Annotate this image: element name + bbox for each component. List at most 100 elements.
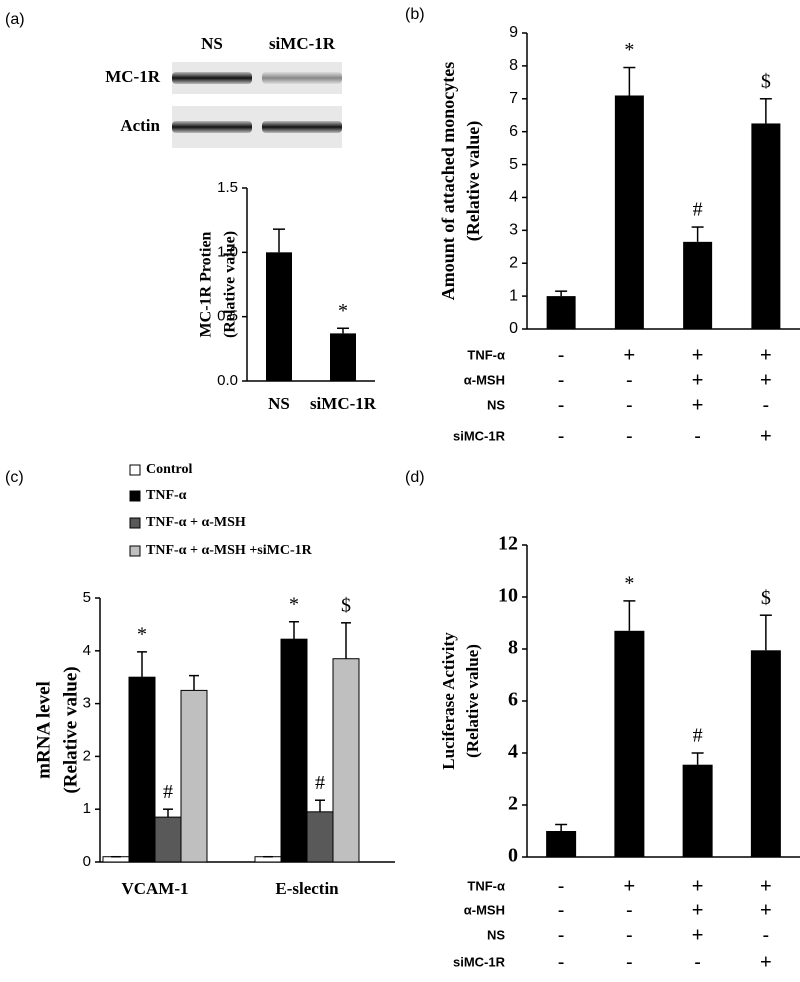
y-tick-label: 4 xyxy=(83,642,91,659)
significance-mark: * xyxy=(624,572,634,594)
y-tick-label: 4 xyxy=(508,741,518,763)
y-tick-label: 9 xyxy=(509,24,518,41)
significance-mark: * xyxy=(289,593,299,615)
condition-name: siMC-1R xyxy=(453,954,506,969)
error-bar xyxy=(189,674,199,691)
blot-band-label: Actin xyxy=(120,116,160,135)
condition-sign: + xyxy=(760,425,772,447)
condition-name: α-MSH xyxy=(464,902,505,917)
error-bar xyxy=(623,600,636,631)
blot-lane-label: NS xyxy=(201,34,223,53)
condition-sign: + xyxy=(692,899,704,921)
y-tick-label: 2 xyxy=(508,793,518,815)
y-tick-label: 5 xyxy=(83,589,91,606)
bar xyxy=(683,241,713,329)
condition-name: TNF-α xyxy=(467,878,505,893)
y-tick-label: 4 xyxy=(509,189,518,206)
condition-sign: + xyxy=(692,369,704,391)
y-tick-label: 12 xyxy=(498,533,518,555)
panel-label: (a) xyxy=(5,11,25,28)
error-bar xyxy=(289,621,299,640)
bar xyxy=(546,296,576,329)
bar xyxy=(180,689,208,863)
condition-sign: + xyxy=(760,899,772,921)
y-axis-label: (Relative value) xyxy=(60,666,81,793)
y-axis-label: Amount of attached monocytes xyxy=(438,62,458,300)
x-tick-label: VCAM-1 xyxy=(121,879,188,898)
significance-mark: # xyxy=(315,772,325,794)
y-tick-label: 0.0 xyxy=(217,372,238,389)
y-tick-label: 0.5 xyxy=(217,308,238,325)
blot-band xyxy=(262,72,342,84)
condition-sign: - xyxy=(626,394,633,416)
bar xyxy=(332,658,360,863)
bar xyxy=(128,676,156,863)
bar xyxy=(330,333,356,381)
y-tick-label: 7 xyxy=(509,90,518,107)
legend-swatch xyxy=(129,545,141,557)
condition-sign: - xyxy=(694,951,701,973)
y-tick-label: 1 xyxy=(83,800,91,817)
y-tick-label: 1.5 xyxy=(217,179,238,196)
condition-sign: - xyxy=(558,875,565,897)
y-tick-label: 10 xyxy=(498,585,518,607)
error-bar xyxy=(759,614,772,651)
error-bar xyxy=(315,799,325,812)
condition-sign: - xyxy=(626,924,633,946)
blot-band xyxy=(172,121,252,133)
condition-sign: - xyxy=(694,425,701,447)
y-tick-label: 6 xyxy=(508,689,518,711)
panel-label: (d) xyxy=(405,469,425,486)
condition-name: NS xyxy=(487,927,505,942)
bar xyxy=(614,95,644,329)
bar xyxy=(254,856,282,863)
y-tick-label: 8 xyxy=(508,637,518,659)
condition-sign: - xyxy=(763,924,770,946)
condition-sign: - xyxy=(626,369,633,391)
y-tick-label: 2 xyxy=(83,747,91,764)
condition-sign: - xyxy=(558,899,565,921)
condition-sign: - xyxy=(558,369,565,391)
bar xyxy=(614,630,645,857)
error-bar xyxy=(555,290,568,297)
bar xyxy=(751,123,781,329)
x-tick-label: siMC-1R xyxy=(310,394,377,413)
y-tick-label: 6 xyxy=(509,123,518,140)
significance-mark: # xyxy=(693,725,703,747)
error-bar xyxy=(555,823,568,831)
condition-sign: + xyxy=(692,344,704,366)
condition-sign: - xyxy=(626,951,633,973)
error-bar xyxy=(691,752,704,765)
condition-sign: + xyxy=(760,344,772,366)
y-axis-label: (Relative value) xyxy=(463,644,482,758)
legend-label: Control xyxy=(146,462,193,477)
blot-band-label: MC-1R xyxy=(105,67,160,86)
condition-sign: + xyxy=(760,875,772,897)
error-bar xyxy=(137,651,147,678)
y-tick-label: 0 xyxy=(83,853,91,870)
y-tick-label: 2 xyxy=(509,254,518,271)
condition-name: NS xyxy=(487,397,505,412)
legend-swatch xyxy=(129,464,141,476)
condition-sign: + xyxy=(692,875,704,897)
y-axis-label: MC-1R Protien xyxy=(198,231,215,337)
condition-sign: - xyxy=(558,924,565,946)
x-tick-label: E-slectin xyxy=(275,879,339,898)
bar xyxy=(154,816,182,863)
significance-mark: # xyxy=(693,199,703,221)
error-bar xyxy=(337,327,349,334)
condition-sign: + xyxy=(760,951,772,973)
condition-name: α-MSH xyxy=(464,372,505,387)
y-tick-label: 1 xyxy=(509,287,518,304)
y-tick-label: 1.0 xyxy=(217,243,238,260)
condition-sign: + xyxy=(692,924,704,946)
y-tick-label: 5 xyxy=(509,156,518,173)
condition-name: siMC-1R xyxy=(453,428,506,443)
error-bar xyxy=(341,622,351,659)
panel-label: (c) xyxy=(5,469,24,486)
significance-mark: $ xyxy=(761,70,771,92)
condition-sign: - xyxy=(558,344,565,366)
bar xyxy=(682,764,713,857)
condition-sign: + xyxy=(692,394,704,416)
